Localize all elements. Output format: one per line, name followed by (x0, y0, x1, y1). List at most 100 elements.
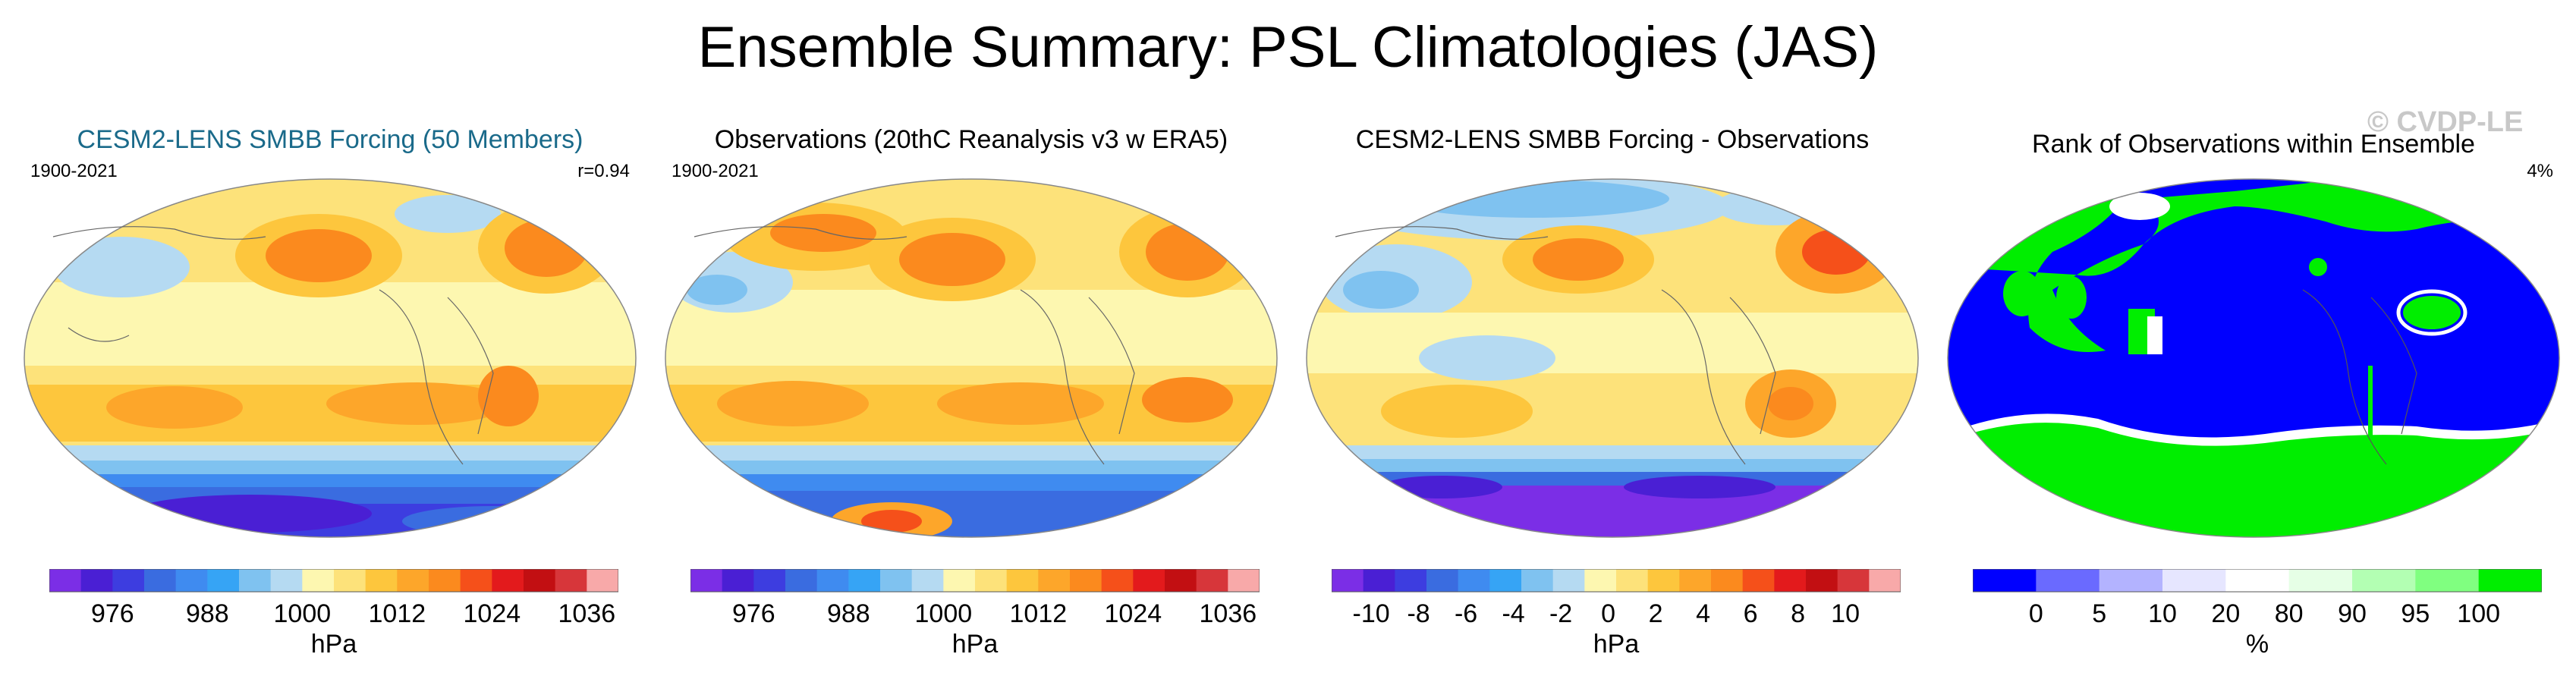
panel-title: CESM2-LENS SMBB Forcing - Observations (1355, 125, 1870, 154)
colorbar-tick-label: -10 (1353, 599, 1390, 628)
colorbar-swatch (365, 569, 398, 592)
colorbar: 976 988 1000 1012 1024 1036 hPa (49, 569, 618, 659)
period-label: 1900-2021 (30, 161, 118, 181)
colorbar-swatch (1458, 569, 1490, 592)
rank-map (1947, 178, 2560, 538)
colorbar-swatch (1332, 569, 1364, 592)
colorbar-swatch (587, 569, 618, 592)
watermark: © CVDP-LE (2367, 106, 2524, 138)
colorbar-swatch (1711, 569, 1744, 592)
colorbar-swatch (144, 569, 177, 592)
colorbar-units-label: hPa (311, 630, 357, 659)
colorbar-tick-label: 8 (1791, 599, 1805, 628)
colorbar-tick-label: 1012 (369, 599, 426, 628)
colorbar-swatch (524, 569, 556, 592)
colorbar-swatch (816, 569, 849, 592)
colorbar-swatch (1806, 569, 1838, 592)
colorbar-swatch (1774, 569, 1807, 592)
colorbar-swatch (2478, 569, 2542, 592)
colorbar-tick-label: 4 (1696, 599, 1710, 628)
colorbar-swatch (975, 569, 1008, 592)
colorbar-swatch (1101, 569, 1134, 592)
colorbar-swatch (1869, 569, 1901, 592)
colorbar-swatch (1006, 569, 1039, 592)
colorbar-swatch (1552, 569, 1585, 592)
period-label: 1900-2021 (672, 161, 759, 181)
colorbar-swatch (1647, 569, 1680, 592)
colorbar-tick-label: 976 (91, 599, 134, 628)
colorbar-tick-label: 1012 (1010, 599, 1068, 628)
colorbar-swatch (1742, 569, 1775, 592)
colorbar-tick-label: 100 (2457, 599, 2500, 628)
colorbar-swatch (492, 569, 524, 592)
psl-map (665, 178, 1278, 538)
colorbar-swatch (302, 569, 335, 592)
colorbar-swatch (880, 569, 913, 592)
colorbar-swatch (80, 569, 113, 592)
colorbar-swatch (785, 569, 818, 592)
colorbar-swatch (2036, 569, 2100, 592)
colorbar: -10 -8 -6 -4 -2 0 2 4 6 8 10 hPa (1332, 569, 1901, 659)
colorbar-swatch (460, 569, 492, 592)
colorbar-frame (690, 569, 1260, 593)
panel-observations: Observations (20thC Reanalysis v3 w ERA5… (656, 121, 1286, 668)
colorbar-swatch (911, 569, 944, 592)
colorbar-units-label: hPa (1593, 630, 1640, 659)
colorbar-swatch (175, 569, 208, 592)
colorbar-units-label: hPa (952, 630, 999, 659)
colorbar-frame (1332, 569, 1901, 593)
colorbar-tick-label: 1024 (464, 599, 521, 628)
colorbar-swatch (943, 569, 976, 592)
colorbar-tick-label: -4 (1502, 599, 1524, 628)
colorbar-tick-label: 5 (2092, 599, 2106, 628)
colorbar-swatch (49, 569, 82, 592)
colorbar-tick-label: 10 (2148, 599, 2177, 628)
colorbar-tick-label: 1000 (274, 599, 332, 628)
colorbar-tick-label: 90 (2338, 599, 2367, 628)
colorbar-tick-label: 95 (2401, 599, 2430, 628)
colorbar-swatch (429, 569, 461, 592)
colorbar-tick-label: 6 (1744, 599, 1758, 628)
colorbar-tick-label: -8 (1407, 599, 1430, 628)
colorbar-tick-label: 988 (186, 599, 229, 628)
colorbar-swatch (2099, 569, 2163, 592)
colorbar-swatch (270, 569, 303, 592)
colorbar-swatch (1228, 569, 1260, 592)
colorbar-swatch (1426, 569, 1459, 592)
colorbar-swatch (112, 569, 145, 592)
colorbar: 0 5 10 20 80 90 95 100% (1973, 569, 2542, 659)
colorbar-frame (49, 569, 618, 593)
colorbar-swatch (2415, 569, 2480, 592)
colorbar-swatch (1363, 569, 1395, 592)
colorbar-tick-label: 976 (732, 599, 775, 628)
colorbar-swatch (1521, 569, 1554, 592)
colorbar-swatch (397, 569, 429, 592)
figure-title: Ensemble Summary: PSL Climatologies (JAS… (697, 15, 1879, 80)
colorbar-tick-label: 2 (1649, 599, 1663, 628)
panel-title: Observations (20thC Reanalysis v3 w ERA5… (714, 125, 1228, 154)
colorbar-swatch (1070, 569, 1102, 592)
colorbar-swatch (1489, 569, 1522, 592)
colorbar-swatch (1973, 569, 2037, 592)
panel-title: Rank of Observations within Ensemble (2032, 130, 2475, 159)
colorbar-swatch (690, 569, 723, 592)
colorbar-swatch (1837, 569, 1870, 592)
panel-model: CESM2-LENS SMBB Forcing (50 Members) 190… (15, 121, 645, 668)
colorbar-swatch (2162, 569, 2226, 592)
colorbar-tick-label: 988 (827, 599, 870, 628)
colorbar-tick-label: -2 (1549, 599, 1572, 628)
colorbar-swatch (239, 569, 272, 592)
colorbar-swatch (1038, 569, 1071, 592)
psl-map (1306, 178, 1919, 538)
colorbar: 976 988 1000 1012 1024 1036 hPa (690, 569, 1260, 659)
colorbar-tick-label: 80 (2275, 599, 2304, 628)
panel-title: CESM2-LENS SMBB Forcing (50 Members) (77, 125, 583, 154)
colorbar-swatch (2225, 569, 2290, 592)
colorbar-swatch (555, 569, 587, 592)
colorbar-tick-label: 0 (2029, 599, 2043, 628)
colorbar-tick-label: 1036 (1200, 599, 1257, 628)
colorbar-swatch (207, 569, 240, 592)
colorbar-tick-label: 10 (1831, 599, 1860, 628)
colorbar-swatch (753, 569, 786, 592)
colorbar-swatch (1395, 569, 1427, 592)
